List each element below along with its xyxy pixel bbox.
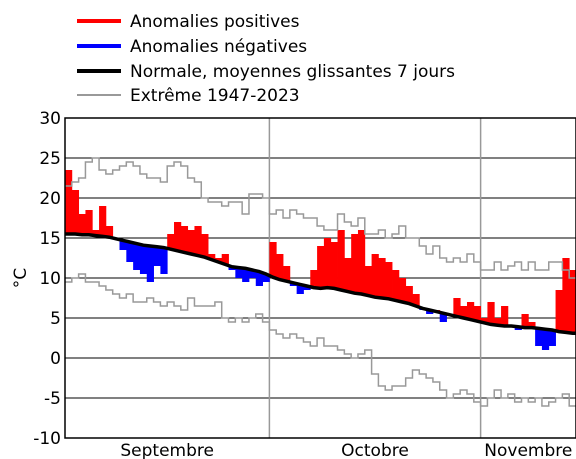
bar-positive-anomaly bbox=[378, 258, 386, 298]
bar-negative-anomaly bbox=[439, 313, 447, 322]
bar-positive-anomaly bbox=[385, 262, 393, 299]
bar-negative-anomaly bbox=[139, 245, 148, 274]
y-tick-label: 30 bbox=[39, 109, 61, 129]
bar-positive-anomaly bbox=[494, 318, 502, 326]
month-label: Novembre bbox=[484, 441, 572, 459]
y-tick-label: 25 bbox=[39, 149, 61, 169]
bar-positive-anomaly bbox=[487, 302, 495, 325]
bar-negative-anomaly bbox=[133, 243, 141, 270]
bar-positive-anomaly bbox=[412, 294, 420, 306]
bar-positive-anomaly bbox=[269, 242, 277, 278]
extreme-max-line bbox=[65, 157, 576, 279]
bar-negative-anomaly bbox=[303, 286, 311, 290]
bar-negative-anomaly bbox=[153, 246, 161, 266]
bar-positive-anomaly bbox=[65, 170, 73, 234]
month-label: Septembre bbox=[120, 441, 214, 459]
bar-negative-anomaly bbox=[242, 268, 250, 282]
bar-positive-anomaly bbox=[528, 322, 536, 328]
y-tick-label: 0 bbox=[50, 349, 61, 369]
bar-positive-anomaly bbox=[99, 206, 107, 237]
bar-negative-anomaly bbox=[535, 328, 543, 346]
bar-positive-anomaly bbox=[364, 266, 372, 296]
extreme-min-line bbox=[65, 273, 576, 407]
bar-negative-anomaly bbox=[248, 270, 257, 278]
bar-positive-anomaly bbox=[460, 306, 468, 318]
bar-positive-anomaly bbox=[473, 306, 482, 322]
y-tick-label: 10 bbox=[39, 269, 61, 289]
normal-line bbox=[65, 232, 576, 335]
bar-positive-anomaly bbox=[337, 230, 345, 290]
legend-item-positive: Anomalies positives bbox=[77, 12, 300, 32]
bar-positive-anomaly bbox=[214, 258, 223, 262]
y-tick-label: -10 bbox=[33, 429, 61, 449]
bar-positive-anomaly bbox=[480, 318, 488, 323]
legend-label-positive: Anomalies positives bbox=[130, 12, 300, 32]
bar-positive-anomaly bbox=[85, 210, 93, 235]
bar-negative-anomaly bbox=[146, 246, 154, 282]
bar-positive-anomaly bbox=[221, 254, 229, 265]
y-tick-label: 15 bbox=[39, 229, 61, 249]
anomaly-bars bbox=[65, 170, 576, 350]
bar-positive-anomaly bbox=[466, 302, 475, 320]
bar-positive-anomaly bbox=[405, 286, 413, 304]
bar-negative-anomaly bbox=[548, 330, 556, 346]
bar-positive-anomaly bbox=[371, 254, 379, 298]
bar-negative-anomaly bbox=[126, 242, 134, 262]
bar-positive-anomaly bbox=[521, 314, 529, 328]
bar-positive-anomaly bbox=[105, 226, 114, 238]
bar-positive-anomaly bbox=[501, 306, 509, 326]
legend-label-normal: Normale, moyennes glissantes 7 jours bbox=[130, 62, 455, 82]
bar-positive-anomaly bbox=[180, 226, 189, 253]
bar-positive-anomaly bbox=[317, 246, 325, 289]
bar-positive-anomaly bbox=[71, 190, 80, 234]
bar-positive-anomaly bbox=[310, 270, 318, 288]
bar-positive-anomaly bbox=[194, 226, 202, 256]
plot-frame bbox=[64, 117, 576, 439]
bar-positive-anomaly bbox=[187, 230, 195, 254]
y-axis-label: °C bbox=[11, 268, 31, 288]
bar-negative-anomaly bbox=[426, 310, 434, 314]
legend-label-extreme: Extrême 1947-2023 bbox=[130, 86, 300, 106]
bar-positive-anomaly bbox=[357, 230, 366, 294]
bar-positive-anomaly bbox=[555, 290, 563, 332]
bar-positive-anomaly bbox=[201, 234, 209, 258]
bar-positive-anomaly bbox=[283, 266, 291, 282]
bar-positive-anomaly bbox=[323, 238, 332, 288]
bar-positive-anomaly bbox=[167, 234, 175, 250]
bar-positive-anomaly bbox=[208, 254, 216, 260]
legend-item-extreme: Extrême 1947-2023 bbox=[77, 86, 300, 106]
bar-positive-anomaly bbox=[392, 270, 400, 301]
bar-negative-anomaly bbox=[262, 274, 270, 282]
bar-positive-anomaly bbox=[276, 254, 284, 280]
bar-positive-anomaly bbox=[562, 258, 570, 333]
legend-item-negative: Anomalies négatives bbox=[77, 37, 307, 57]
month-label: Octobre bbox=[341, 441, 409, 459]
bar-negative-anomaly bbox=[119, 240, 127, 250]
y-tick-labels: 30 25 20 15 10 5 0 -5 -10 bbox=[33, 109, 61, 449]
legend-label-negative: Anomalies négatives bbox=[130, 37, 307, 57]
y-tick-label: 5 bbox=[50, 309, 61, 329]
bar-positive-anomaly bbox=[569, 270, 576, 334]
bar-positive-anomaly bbox=[453, 298, 461, 317]
bar-negative-anomaly bbox=[235, 267, 243, 278]
bar-negative-anomaly bbox=[160, 247, 168, 274]
bar-negative-anomaly bbox=[541, 329, 550, 350]
y-tick-label: -5 bbox=[44, 389, 61, 409]
legend-item-normal: Normale, moyennes glissantes 7 jours bbox=[77, 62, 455, 82]
bar-positive-anomaly bbox=[398, 278, 407, 302]
extreme-lines bbox=[65, 157, 576, 407]
normal-line-path bbox=[65, 232, 576, 335]
bar-positive-anomaly bbox=[92, 230, 100, 236]
bar-negative-anomaly bbox=[296, 284, 304, 294]
bar-positive-anomaly bbox=[330, 242, 338, 289]
bar-positive-anomaly bbox=[351, 234, 359, 294]
bar-negative-anomaly bbox=[255, 271, 263, 286]
bar-positive-anomaly bbox=[174, 222, 182, 251]
bar-positive-anomaly bbox=[78, 214, 86, 235]
y-tick-label: 20 bbox=[39, 189, 61, 209]
legend: Anomalies positives Anomalies négatives … bbox=[77, 12, 455, 106]
month-labels: Septembre Octobre Novembre bbox=[120, 441, 572, 459]
bar-positive-anomaly bbox=[344, 258, 352, 292]
